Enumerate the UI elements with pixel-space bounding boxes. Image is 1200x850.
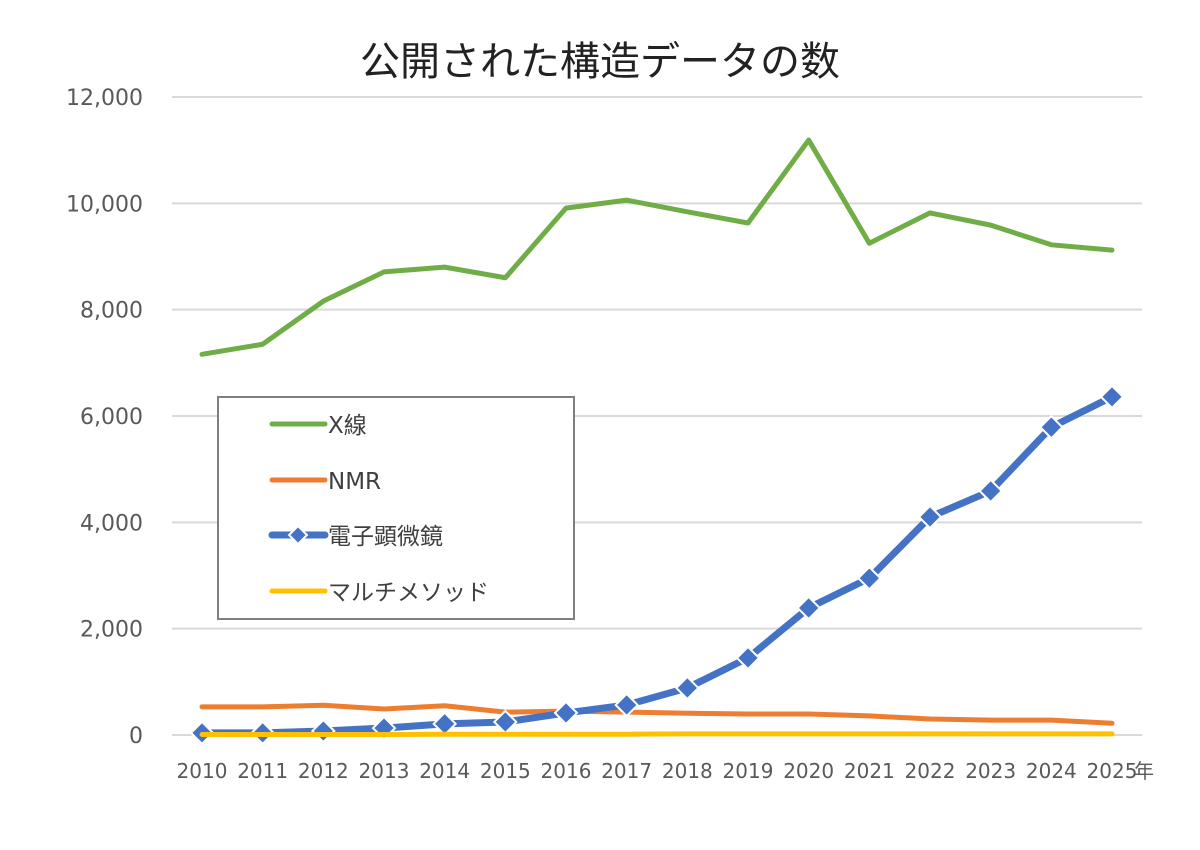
legend-label: X線 <box>328 413 367 439</box>
x-tick-label: 2011 <box>237 759 288 783</box>
x-axis-label: 年 <box>1134 759 1154 783</box>
data-point-marker <box>674 675 700 701</box>
data-point-marker <box>432 711 458 737</box>
x-tick-label: 2017 <box>601 759 652 783</box>
series-line-3 <box>199 731 1115 737</box>
series-line-1 <box>199 702 1115 726</box>
y-tick-label: 12,000 <box>66 86 143 111</box>
x-tick-label: 2012 <box>298 759 349 783</box>
y-tick-label: 10,000 <box>66 192 143 217</box>
x-tick-label: 2024 <box>1026 759 1077 783</box>
x-tick-label: 2022 <box>905 759 956 783</box>
chart-title: 公開された構造データの数 <box>360 39 840 85</box>
x-tick-label: 2015 <box>480 759 531 783</box>
legend-box <box>217 396 575 620</box>
x-tick-label: 2014 <box>419 759 470 783</box>
legend-label: マルチメソッド <box>328 580 489 606</box>
legend-marker-diamond <box>287 524 309 546</box>
y-tick-label: 4,000 <box>80 511 143 536</box>
x-tick-label: 2019 <box>723 759 774 783</box>
data-point-marker <box>856 565 882 591</box>
legend-label: NMR <box>328 469 381 495</box>
x-tick-label: 2018 <box>662 759 713 783</box>
data-point-marker <box>978 478 1004 504</box>
x-tick-label: 2013 <box>359 759 410 783</box>
data-point-marker <box>735 645 761 671</box>
data-point-marker <box>917 504 943 530</box>
series-line-2 <box>198 393 1116 737</box>
legend-label: 電子顕微鏡 <box>328 524 443 550</box>
y-tick-label: 8,000 <box>80 299 143 324</box>
x-tick-label: 2010 <box>177 759 228 783</box>
x-tick-label: 2023 <box>965 759 1016 783</box>
data-point-marker <box>796 595 822 621</box>
x-tick-label: 2021 <box>844 759 895 783</box>
data-point-marker <box>1038 414 1064 440</box>
y-tick-label: 2,000 <box>80 618 143 643</box>
data-point-marker <box>310 718 336 744</box>
data-point-marker <box>614 692 640 718</box>
data-point-marker <box>553 700 579 726</box>
x-tick-label: 2025 <box>1087 759 1138 783</box>
x-tick-label: 2016 <box>541 759 592 783</box>
data-point-marker <box>1099 384 1125 410</box>
y-tick-label: 6,000 <box>80 405 143 430</box>
x-tick-label: 2020 <box>783 759 834 783</box>
y-tick-label: 0 <box>129 724 143 749</box>
series-line-0 <box>199 137 1115 357</box>
